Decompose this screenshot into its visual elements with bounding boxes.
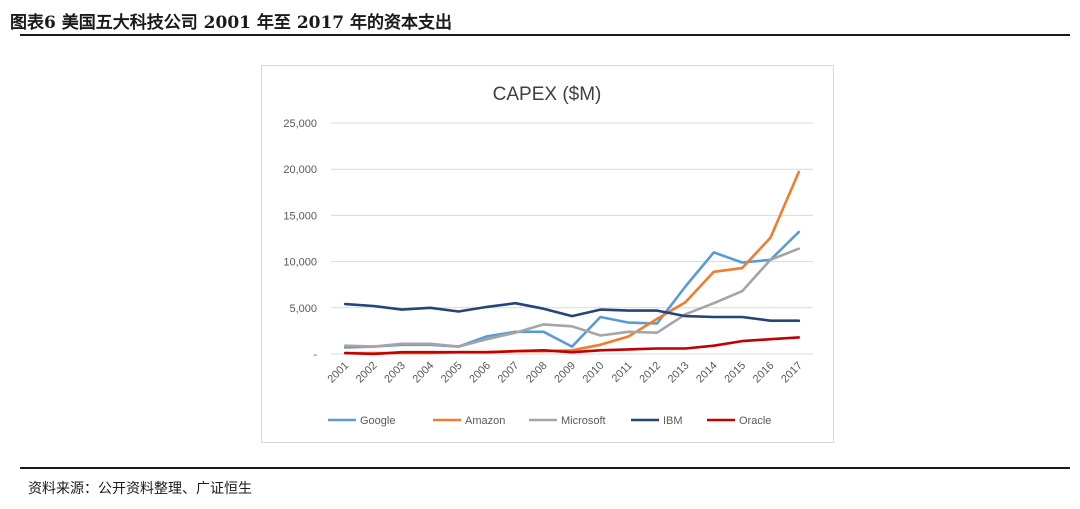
legend-label-oracle: Oracle [739,415,771,427]
x-tick-label: 2002 [354,360,380,386]
x-tick-label: 2015 [722,360,748,386]
series-line-google [343,230,801,349]
source-note: 资料来源：公开资料整理、广证恒生 [28,481,252,497]
gridlines [331,122,813,355]
legend-label-amazon: Amazon [465,415,505,427]
series-line-oracle [343,336,801,356]
y-tick-label: 10,000 [283,257,317,269]
x-tick-label: 2005 [439,360,465,386]
series-line-ibm [343,301,801,322]
x-tick-label: 2012 [637,360,663,386]
x-tick-label: 2013 [666,360,692,386]
x-tick-label: 2003 [382,360,408,386]
legend: Google Amazon Microsoft IBM Oracle [328,415,771,427]
x-tick-label: 2004 [411,360,437,386]
chart-frame: CAPEX ($M) - 5,000 10,000 15,000 20,000 25,00… [261,65,834,443]
legend-label-ibm: IBM [663,415,683,427]
x-tick-label: 2006 [467,360,493,386]
series-lines [343,170,801,356]
bottom-rule [20,467,1070,469]
x-tick-label: 2007 [496,360,522,386]
chart-title: CAPEX ($M) [493,84,602,105]
y-tick-label: 15,000 [283,210,317,222]
legend-label-microsoft: Microsoft [561,415,606,427]
y-axis-labels: - 5,000 10,000 15,000 20,000 25,000 [283,118,317,361]
x-tick-label: 2008 [524,360,550,386]
x-axis-labels: 2001 2002 2003 2004 2005 2006 2007 2008 2009 2010… [325,360,804,386]
figure-title: 图表6 美国五大科技公司 2001 年至 2017 年的资本支出 [10,13,453,33]
y-tick-label: 20,000 [283,164,317,176]
y-tick-label: 25,000 [283,118,317,130]
x-tick-label: 2014 [694,360,720,386]
x-tick-label: 2010 [581,360,607,386]
x-tick-label: 2017 [779,360,805,386]
x-tick-label: 2009 [552,360,578,386]
y-tick-label: 5,000 [289,303,317,315]
legend-label-google: Google [360,415,395,427]
capex-line-chart: CAPEX ($M) - 5,000 10,000 15,000 20,000 25,00… [283,84,813,427]
x-tick-label: 2001 [325,360,351,386]
x-tick-label: 2016 [751,360,777,386]
y-tick-label: - [313,349,317,361]
top-rule [20,34,1070,36]
x-tick-label: 2011 [610,360,635,385]
series-line-microsoft [343,247,801,348]
